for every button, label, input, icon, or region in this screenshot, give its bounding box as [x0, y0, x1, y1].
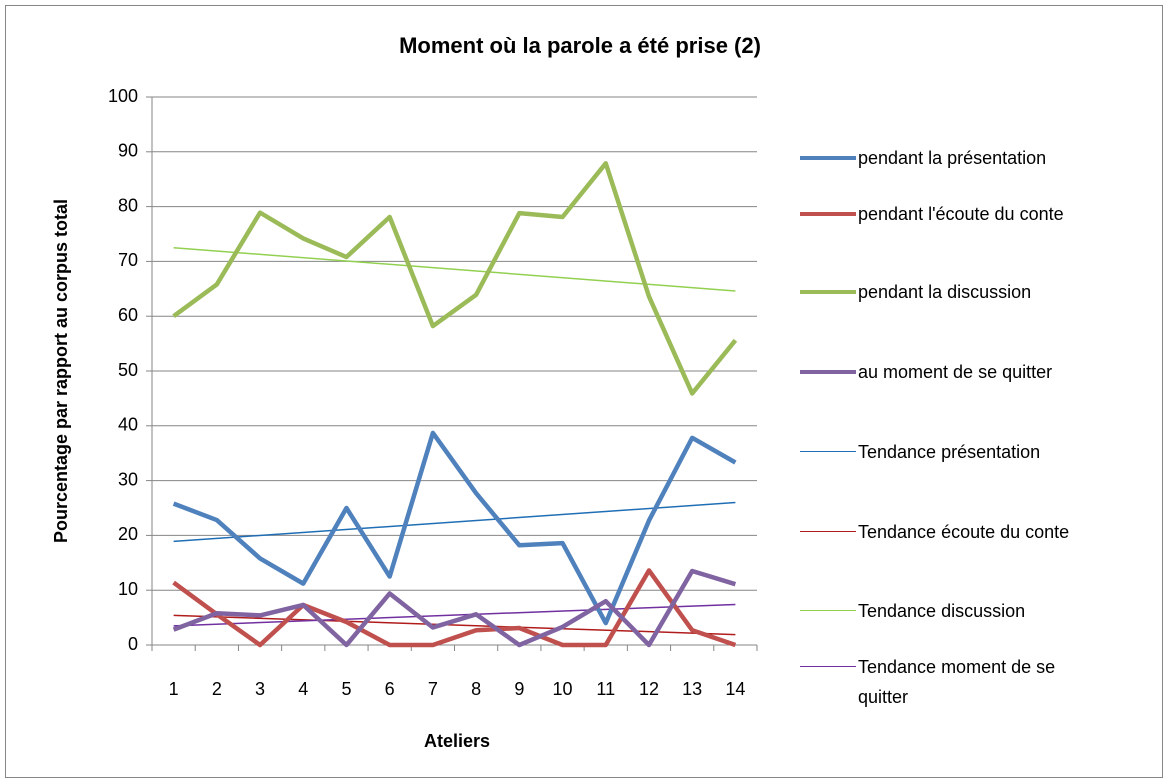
y-tick-label: 20	[118, 524, 138, 544]
legend-item: Tendance discussion	[800, 596, 1108, 626]
y-tick-label: 80	[118, 195, 138, 215]
x-tick-label: 5	[341, 679, 351, 699]
series-line	[172, 568, 737, 648]
legend-label: pendant l'écoute du conte	[858, 204, 1064, 224]
legend-label: pendant la discussion	[858, 282, 1032, 302]
legend-item: Tendance moment de se quitter	[800, 652, 1108, 712]
x-tick-label: 3	[255, 679, 265, 699]
trend-line	[173, 603, 736, 627]
legend-swatch	[800, 610, 856, 612]
legend-swatch	[800, 666, 856, 668]
y-tick-label: 0	[128, 634, 138, 654]
legend-swatch	[800, 211, 856, 216]
chart-title: Moment où la parole a été prise (2)	[399, 33, 761, 58]
legend-swatch	[800, 155, 856, 160]
legend-label: Tendance présentation	[858, 442, 1041, 462]
legend-swatch	[800, 369, 856, 374]
x-tick-label: 14	[725, 679, 745, 699]
legend-item: Tendance écoute du conte	[800, 517, 1108, 547]
x-tick-label: 8	[471, 679, 481, 699]
x-tick-label: 7	[428, 679, 438, 699]
x-tick-label: 6	[385, 679, 395, 699]
x-axis-title: Ateliers	[424, 731, 490, 751]
legend-swatch	[800, 531, 856, 533]
x-tick-label: 4	[298, 679, 308, 699]
series-line	[172, 430, 737, 626]
x-tick-label: 2	[212, 679, 222, 699]
legend-label: pendant la présentation	[858, 148, 1047, 168]
legend-label: Tendance écoute du conte	[858, 522, 1070, 542]
y-tick-label: 90	[118, 141, 138, 161]
legend-item: pendant la présentation	[800, 143, 1108, 173]
y-tick-label: 60	[118, 305, 138, 325]
legend-item: pendant l'écoute du conte	[800, 199, 1108, 229]
x-tick-label: 11	[596, 679, 615, 699]
legend-label: au moment de se quitter	[858, 362, 1053, 382]
y-tick-label: 10	[118, 579, 138, 599]
legend-item: pendant la discussion	[800, 277, 1108, 307]
y-tick-label: 70	[118, 250, 138, 270]
legend-label: Tendance discussion	[858, 601, 1026, 621]
x-tick-label: 10	[553, 679, 573, 699]
x-tick-label: 1	[169, 679, 179, 699]
x-tick-label: 13	[682, 679, 702, 699]
series-line	[172, 568, 737, 648]
y-tick-label: 30	[118, 469, 138, 489]
legend-item: au moment de se quitter	[800, 357, 1108, 387]
y-tick-label: 40	[118, 415, 138, 435]
trend-line	[173, 246, 736, 292]
legend-swatch	[800, 289, 856, 294]
y-axis-title: Pourcentage par rapport au corpus total	[51, 199, 71, 543]
y-tick-label: 100	[108, 86, 138, 106]
x-tick-label: 9	[514, 679, 524, 699]
trend-line	[173, 614, 736, 636]
legend-swatch	[800, 451, 856, 453]
trend-line	[173, 501, 736, 543]
x-tick-label: 12	[639, 679, 659, 699]
y-tick-label: 50	[118, 360, 138, 380]
series-line	[172, 161, 738, 396]
legend-label: Tendance moment de se quitter	[858, 657, 1056, 707]
legend-item: Tendance présentation	[800, 437, 1108, 467]
